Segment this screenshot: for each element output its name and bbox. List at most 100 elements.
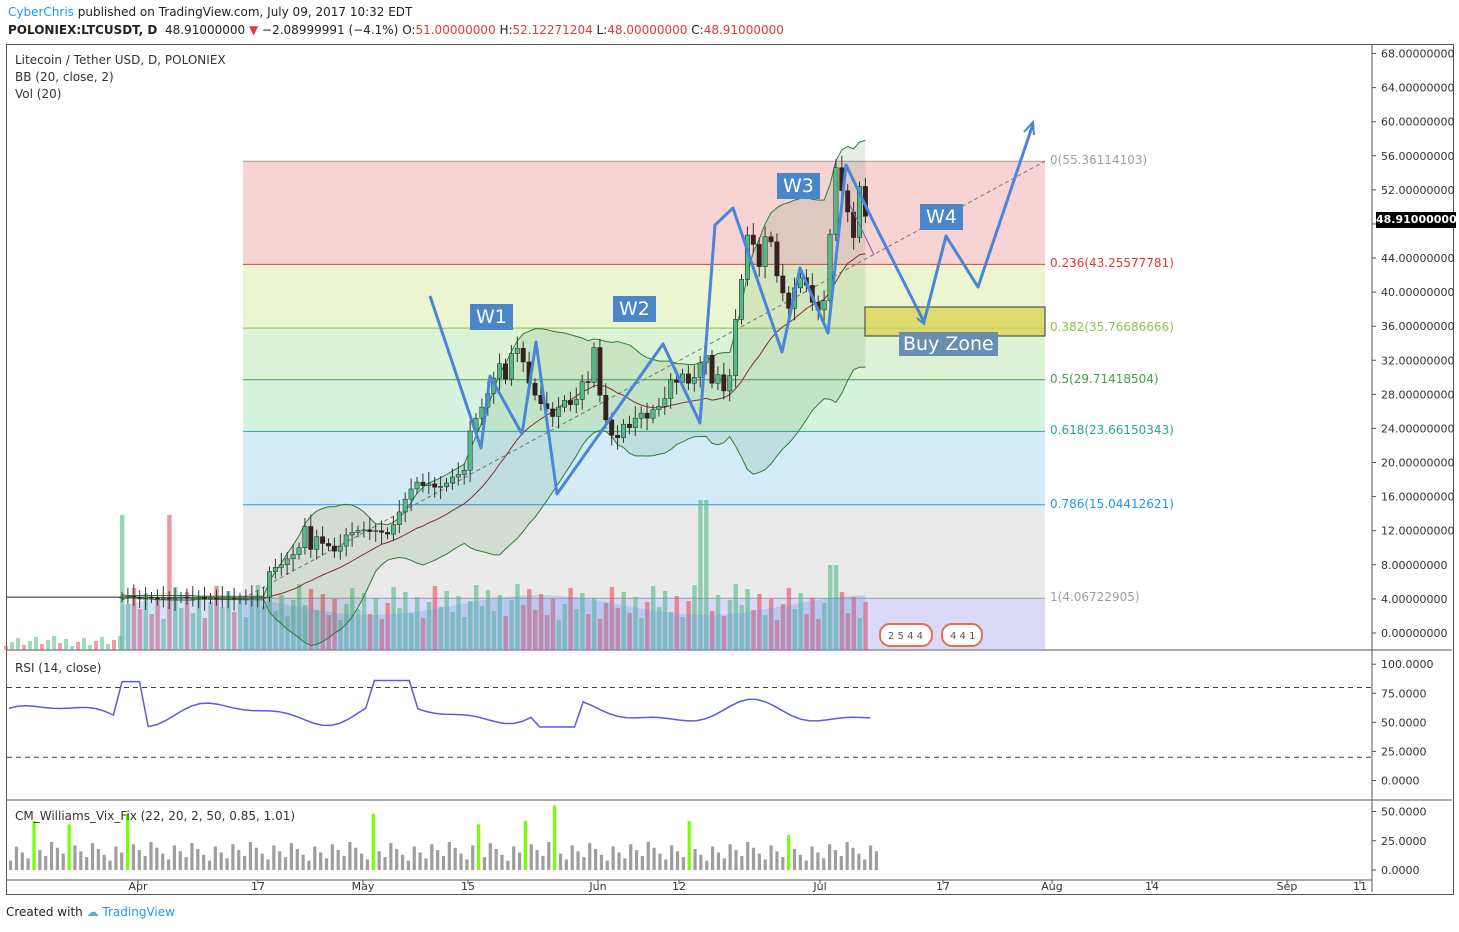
vix-bar	[330, 844, 334, 870]
price-axis-label: 24.00000000	[1381, 422, 1454, 435]
time-axis-label: 12	[672, 880, 686, 893]
candle-body	[302, 526, 308, 548]
rsi-axis-label: 25.0000	[1381, 745, 1427, 758]
volume-bar	[64, 639, 68, 650]
vix-bar	[400, 854, 405, 870]
vix-bar	[348, 841, 352, 870]
price-axis-label: 16.00000000	[1381, 491, 1454, 504]
candle-body	[402, 498, 408, 513]
vix-bar	[26, 858, 30, 870]
candle-body	[202, 596, 208, 600]
vix-bar	[851, 847, 855, 870]
candle-body	[461, 469, 467, 475]
vix-bar	[605, 860, 609, 870]
wave-label-w4: W4	[920, 204, 963, 230]
volume-bar	[4, 646, 8, 650]
author-link[interactable]: CyberChris	[8, 5, 74, 19]
candle-body	[632, 417, 638, 428]
vix-bar	[231, 844, 235, 870]
candle-body	[255, 596, 261, 599]
vix-bar	[705, 860, 709, 870]
vix-bar	[424, 858, 428, 870]
chart-frame[interactable]	[6, 44, 1454, 895]
volume-bar	[34, 637, 38, 650]
volume-bar	[792, 609, 797, 650]
candle-body	[278, 564, 284, 568]
candle-body	[638, 412, 644, 419]
candle-body	[296, 547, 302, 555]
vix-bar	[670, 845, 674, 870]
volume-bar	[314, 610, 320, 650]
vix-bar	[740, 855, 744, 870]
volume-bar	[774, 620, 780, 650]
vix-bar	[494, 848, 498, 870]
buy-zone-box	[864, 306, 1046, 337]
vix-bar	[582, 857, 586, 870]
candle-body	[503, 363, 508, 380]
candle-body	[662, 398, 668, 407]
vix-bar	[763, 859, 767, 870]
time-axis-label: 14	[1145, 880, 1159, 893]
candle-body	[231, 597, 237, 600]
vix-bar	[564, 859, 568, 870]
vix-axis-label: 50.0000	[1381, 806, 1427, 819]
volume-bar	[680, 617, 685, 650]
volume-bar	[721, 616, 727, 650]
volume-bar	[556, 620, 561, 650]
candle-body	[408, 488, 414, 500]
volume-bar	[621, 592, 626, 650]
candle-body	[497, 363, 503, 379]
volume-bar	[356, 609, 361, 650]
tradingview-link[interactable]: TradingView	[102, 905, 175, 919]
candle-body	[284, 558, 290, 566]
vix-bar	[319, 852, 323, 870]
vix-bar	[728, 844, 732, 870]
vix-bar	[207, 860, 212, 870]
price-axis-label: 0.00000000	[1381, 627, 1447, 640]
volume-bar	[308, 589, 314, 650]
candle-body	[573, 399, 579, 405]
volume-bar	[173, 587, 178, 650]
vix-bar	[354, 847, 358, 870]
volume-ma-area	[122, 595, 866, 650]
volume-bar	[515, 584, 520, 650]
volume-bar	[745, 589, 750, 650]
candle-body	[196, 596, 202, 599]
candle-body	[390, 524, 396, 535]
vix-bar	[441, 855, 446, 870]
candle-body	[290, 554, 296, 560]
candle-body	[774, 241, 780, 277]
vix-bar	[822, 858, 826, 870]
candle-body	[721, 374, 727, 392]
wave-target-arrow	[1023, 119, 1035, 136]
time-axis-label: 17	[251, 880, 265, 893]
volume-bar	[46, 640, 50, 650]
vix-bar	[49, 841, 54, 870]
volume-bar	[509, 600, 514, 650]
volume-bar	[692, 585, 697, 650]
volume-bar	[415, 597, 420, 650]
volume-bar	[828, 565, 833, 650]
publish-info: CyberChris published on TradingView.com,…	[8, 5, 412, 19]
vix-bar	[266, 859, 270, 870]
candle-body	[532, 383, 538, 396]
vix-bar	[283, 857, 288, 870]
candle-body	[367, 529, 373, 532]
volume-bar	[615, 608, 620, 650]
vix-bar	[61, 853, 65, 870]
volume-bar	[249, 601, 255, 650]
candle-body	[786, 292, 792, 309]
volume-bar	[586, 614, 591, 650]
volume-bar	[444, 591, 449, 650]
vix-bar	[44, 855, 48, 870]
volume-bar	[100, 637, 104, 650]
volume-bar	[373, 598, 379, 650]
fib-zone	[243, 161, 1045, 265]
vix-bar	[324, 858, 329, 870]
ohlc-bar: POLONIEX:LTCUSDT, D 48.91000000 ▼ −2.089…	[8, 23, 784, 37]
volume-bar	[255, 585, 261, 650]
volume-bar	[184, 592, 190, 650]
volume-bar	[297, 584, 302, 650]
volume-bar	[338, 620, 343, 650]
